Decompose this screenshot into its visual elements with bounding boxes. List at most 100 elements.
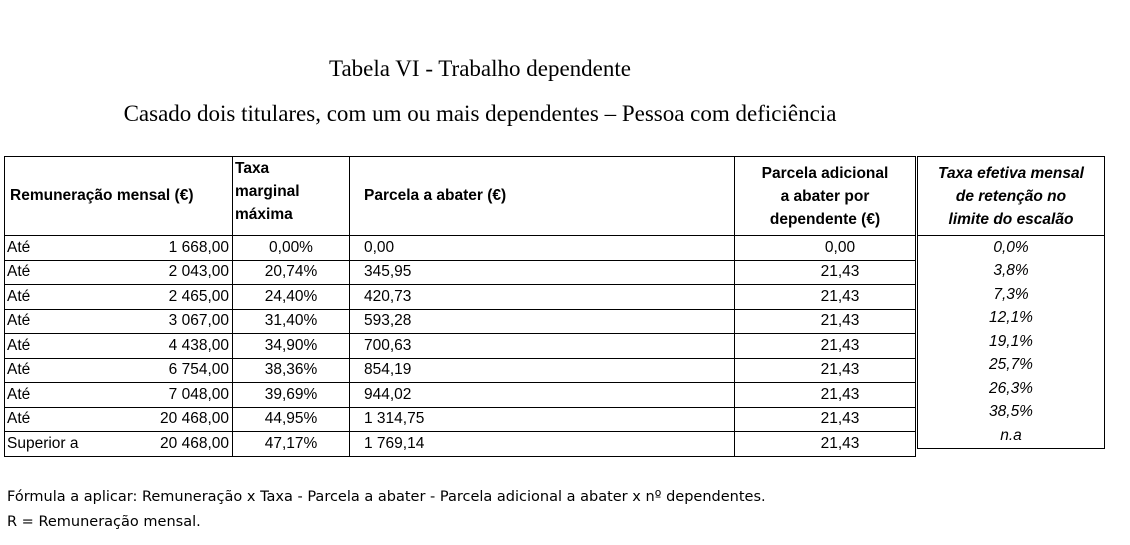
bracket-label: Até [7, 287, 31, 305]
bracket-amount: 2 465,00 [168, 287, 229, 305]
cell-adicional: 21,43 [734, 357, 916, 383]
table-row: Até 6 754,00 38,36% 854,19 21,43 [4, 357, 916, 383]
cell-taxa: 34,90% [232, 333, 350, 359]
table-row: Até 7 048,00 39,69% 944,02 21,43 [4, 382, 916, 408]
header-efetiva-line2: de retenção no [955, 187, 1067, 205]
header-adicional-line3: dependente (€) [769, 210, 881, 228]
page-subtitle: Casado dois titulares, com um ou mais de… [123, 101, 837, 126]
bracket-label: Até [7, 410, 31, 428]
cell-taxa-efetiva: 3,8% [917, 259, 1105, 283]
cell-taxa-efetiva: 25,7% [917, 353, 1105, 377]
bracket-amount: 20 468,00 [160, 434, 229, 452]
effective-row: 38,5% [917, 400, 1105, 424]
table-row: Até 4 438,00 34,90% 700,63 21,43 [4, 333, 916, 359]
header-adicional-line2: a abater por [780, 187, 870, 205]
cell-remuneracao: Até 2 465,00 [4, 284, 233, 310]
header-adicional-line1: Parcela adicional [761, 164, 889, 182]
page-title: Tabela VI - Trabalho dependente [329, 56, 631, 81]
header-remuneracao: Remuneração mensal (€) [4, 156, 233, 236]
header-taxa-line1: Taxa [235, 160, 270, 177]
cell-parcela: 1 314,75 [349, 406, 735, 432]
bracket-label: Até [7, 312, 31, 330]
bracket-amount: 2 043,00 [168, 263, 229, 281]
bracket-label: Até [7, 385, 31, 403]
effective-row: 3,8% [917, 259, 1105, 283]
header-parcela-adicional: Parcela adicional a abater por dependent… [734, 156, 916, 236]
cell-taxa-efetiva: n.a [917, 424, 1105, 449]
cell-taxa: 31,40% [232, 308, 350, 334]
cell-parcela: 700,63 [349, 333, 735, 359]
withholding-table: Remuneração mensal (€) Taxa marginal máx… [4, 156, 916, 457]
effective-body: 0,0% 3,8% 7,3% 12,1% 19,1% 25,7% 26,3% 38,5% n.a [917, 235, 1105, 449]
table-body: Até 1 668,00 0,00% 0,00 0,00 Até 2 043,00 20,74… [4, 235, 916, 457]
cell-taxa: 24,40% [232, 284, 350, 310]
bracket-label: Até [7, 361, 31, 379]
header-efetiva-line3: limite do escalão [948, 210, 1074, 228]
cell-adicional: 21,43 [734, 382, 916, 408]
cell-adicional: 21,43 [734, 284, 916, 310]
cell-adicional: 21,43 [734, 333, 916, 359]
bracket-amount: 1 668,00 [168, 238, 229, 256]
cell-parcela: 0,00 [349, 235, 735, 261]
table-row: Até 20 468,00 44,95% 1 314,75 21,43 [4, 406, 916, 432]
bracket-label: Até [7, 238, 31, 256]
cell-taxa: 39,69% [232, 382, 350, 408]
cell-remuneracao: Até 7 048,00 [4, 382, 233, 408]
effective-row: 25,7% [917, 353, 1105, 377]
cell-adicional: 0,00 [734, 235, 916, 261]
bracket-label: Superior a [7, 434, 79, 452]
cell-adicional: 21,43 [734, 259, 916, 285]
table-row: Até 3 067,00 31,40% 593,28 21,43 [4, 308, 916, 334]
cell-taxa-efetiva: 0,0% [917, 235, 1105, 260]
cell-taxa: 44,95% [232, 406, 350, 432]
bracket-amount: 20 468,00 [160, 410, 229, 428]
table-row: Até 2 043,00 20,74% 345,95 21,43 [4, 259, 916, 285]
cell-parcela: 854,19 [349, 357, 735, 383]
table-header-row: Remuneração mensal (€) Taxa marginal máx… [4, 156, 916, 236]
bracket-label: Até [7, 336, 31, 354]
effective-row: 19,1% [917, 330, 1105, 354]
header-taxa-line2: marginal [235, 183, 300, 200]
cell-remuneracao: Até 6 754,00 [4, 357, 233, 383]
cell-remuneracao: Até 2 043,00 [4, 259, 233, 285]
cell-taxa-efetiva: 7,3% [917, 283, 1105, 307]
cell-taxa: 0,00% [232, 235, 350, 261]
effective-row: 0,0% [917, 235, 1105, 260]
effective-row: 26,3% [917, 377, 1105, 401]
header-parcela: Parcela a abater (€) [349, 156, 735, 236]
bracket-amount: 7 048,00 [168, 385, 229, 403]
cell-parcela: 345,95 [349, 259, 735, 285]
cell-taxa-efetiva: 12,1% [917, 306, 1105, 330]
bracket-amount: 4 438,00 [168, 336, 229, 354]
cell-remuneracao: Até 1 668,00 [4, 235, 233, 261]
header-taxa-line3: máxima [235, 206, 293, 223]
cell-parcela: 1 769,14 [349, 431, 735, 457]
effective-row: 7,3% [917, 283, 1105, 307]
header-efetiva-line1: Taxa efetiva mensal [938, 164, 1084, 182]
cell-taxa-efetiva: 19,1% [917, 330, 1105, 354]
formula-note: Fórmula a aplicar: Remuneração x Taxa - … [7, 489, 766, 505]
cell-taxa-efetiva: 26,3% [917, 377, 1105, 401]
cell-parcela: 593,28 [349, 308, 735, 334]
header-taxa-marginal: Taxa marginal máxima [232, 156, 350, 236]
cell-parcela: 420,73 [349, 284, 735, 310]
cell-adicional: 21,43 [734, 308, 916, 334]
effective-header-row: Taxa efetiva mensal de retenção no limit… [917, 156, 1105, 236]
bracket-amount: 6 754,00 [168, 361, 229, 379]
legend-note: R = Remuneração mensal. [7, 514, 201, 530]
cell-adicional: 21,43 [734, 431, 916, 457]
cell-remuneracao: Até 20 468,00 [4, 406, 233, 432]
effective-row: n.a [917, 424, 1105, 449]
cell-adicional: 21,43 [734, 406, 916, 432]
effective-rate-table: Taxa efetiva mensal de retenção no limit… [917, 156, 1105, 449]
cell-taxa: 47,17% [232, 431, 350, 457]
header-taxa-efetiva: Taxa efetiva mensal de retenção no limit… [917, 156, 1105, 236]
cell-taxa-efetiva: 38,5% [917, 400, 1105, 424]
cell-remuneracao: Até 4 438,00 [4, 333, 233, 359]
cell-taxa: 38,36% [232, 357, 350, 383]
table-row: Superior a 20 468,00 47,17% 1 769,14 21,43 [4, 431, 916, 457]
table-row: Até 2 465,00 24,40% 420,73 21,43 [4, 284, 916, 310]
effective-row: 12,1% [917, 306, 1105, 330]
cell-remuneracao: Superior a 20 468,00 [4, 431, 233, 457]
cell-parcela: 944,02 [349, 382, 735, 408]
